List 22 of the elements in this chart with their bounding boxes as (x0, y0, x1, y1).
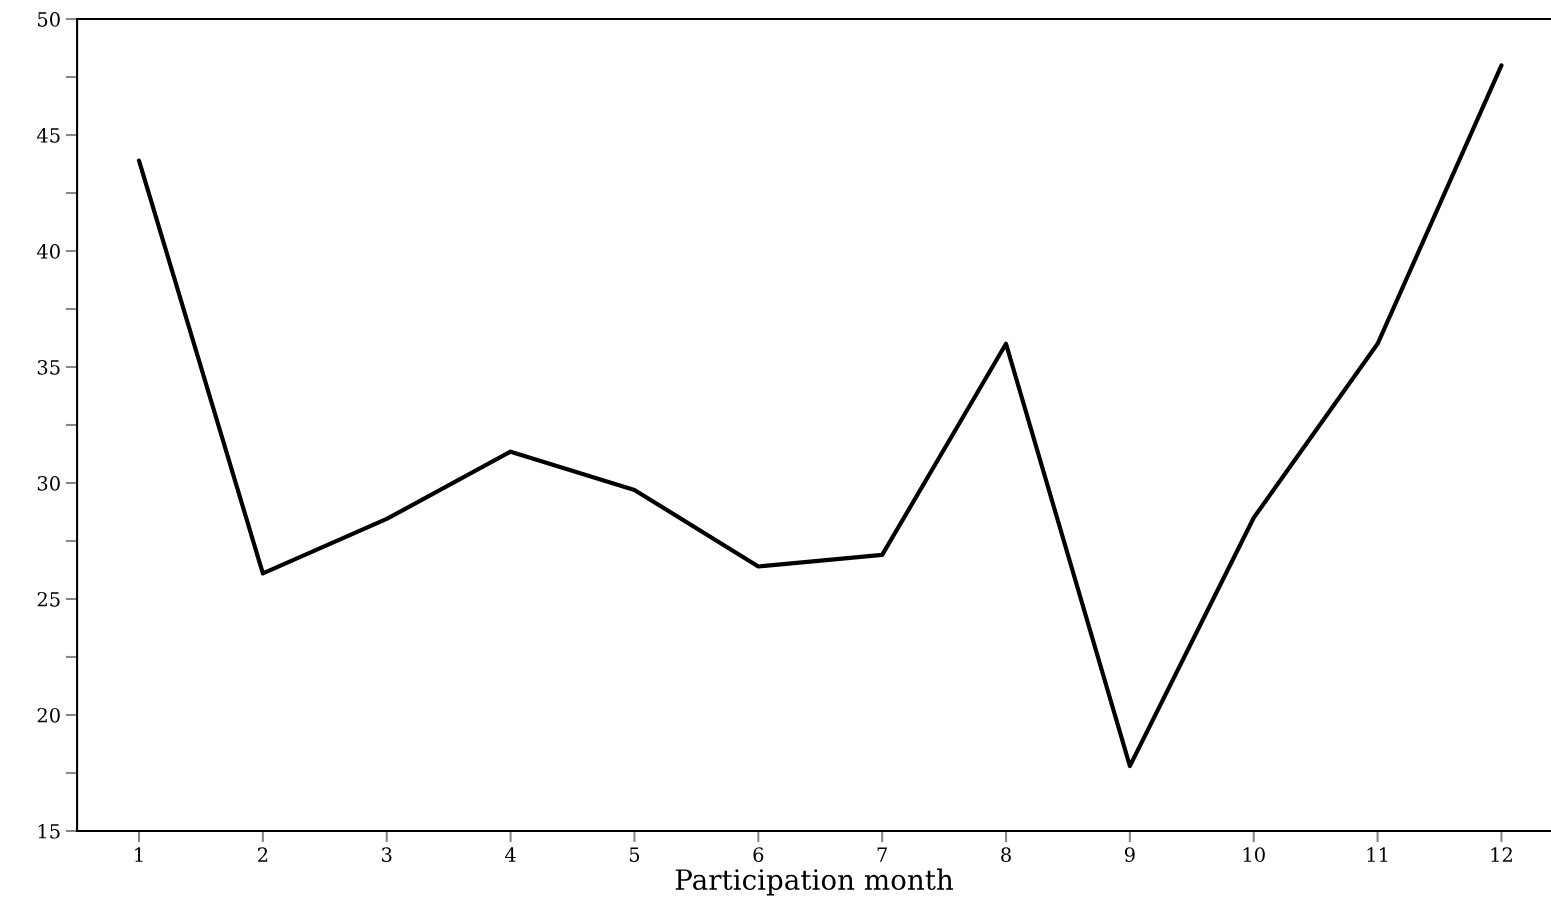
x-axis-title: Participation month (675, 868, 954, 896)
line-series (136, 63, 1504, 769)
y-tick-label: 45 (36, 127, 60, 143)
x-tick-label: 7 (877, 847, 887, 862)
x-tick-label: 5 (629, 847, 640, 862)
x-tick-label: 12 (1491, 847, 1512, 862)
x-tick-label: 2 (258, 847, 268, 862)
y-tick-label: 50 (38, 11, 60, 27)
y-tick-label: 15 (38, 823, 60, 839)
y-tick-label: 25 (37, 591, 60, 607)
y-tick-label: 35 (37, 359, 60, 375)
x-tick-label: 8 (1001, 847, 1011, 862)
y-tick-label: 40 (36, 243, 60, 259)
x-tick-label: 4 (505, 847, 516, 862)
y-tick-label: 20 (37, 707, 60, 723)
y-tick-label: 30 (37, 475, 60, 491)
x-tick-label: 9 (1124, 847, 1135, 862)
x-tick-label: 3 (382, 847, 392, 862)
x-tick-label: 11 (1367, 847, 1388, 862)
x-tick-label: 1 (135, 847, 143, 862)
x-tick-label: 10 (1243, 847, 1265, 862)
x-tick-label: 6 (753, 847, 764, 862)
